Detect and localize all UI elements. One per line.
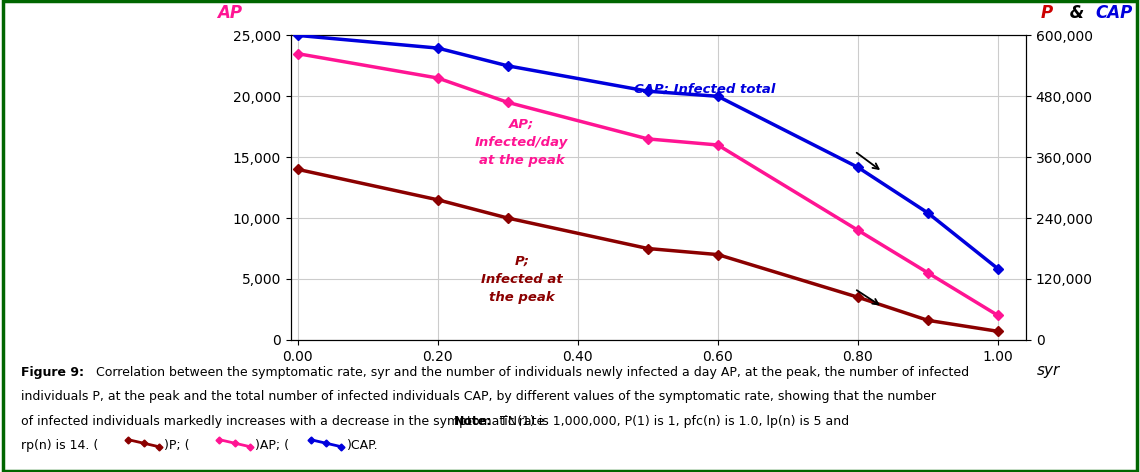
Text: Note:: Note:: [454, 415, 492, 428]
Text: syr: syr: [1037, 362, 1060, 378]
Text: Figure 9:: Figure 9:: [21, 366, 83, 379]
Text: CAP: CAP: [1096, 4, 1133, 22]
Text: TN(1) is 1,000,000, P(1) is 1, pfc(n) is 1.0, lp(n) is 5 and: TN(1) is 1,000,000, P(1) is 1, pfc(n) is…: [496, 415, 849, 428]
Text: )CAP.: )CAP.: [347, 439, 378, 453]
Text: AP: AP: [217, 4, 242, 22]
Text: AP;
Infected/day
at the peak: AP; Infected/day at the peak: [475, 118, 569, 167]
Text: &: &: [1065, 4, 1090, 22]
Text: )AP; (: )AP; (: [255, 439, 290, 453]
Text: Correlation between the symptomatic rate, syr and the number of individuals newl: Correlation between the symptomatic rate…: [92, 366, 969, 379]
Text: )P; (: )P; (: [164, 439, 189, 453]
Text: P: P: [1041, 4, 1053, 22]
Text: of infected individuals markedly increases with a decrease in the symptomatic ra: of infected individuals markedly increas…: [21, 415, 552, 428]
Text: individuals P, at the peak and the total number of infected individuals CAP, by : individuals P, at the peak and the total…: [21, 390, 936, 404]
Text: rp(n) is 14. (: rp(n) is 14. (: [21, 439, 98, 453]
Text: CAP; Infected total: CAP; Infected total: [634, 83, 775, 96]
Text: P;
Infected at
the peak: P; Infected at the peak: [481, 254, 563, 303]
